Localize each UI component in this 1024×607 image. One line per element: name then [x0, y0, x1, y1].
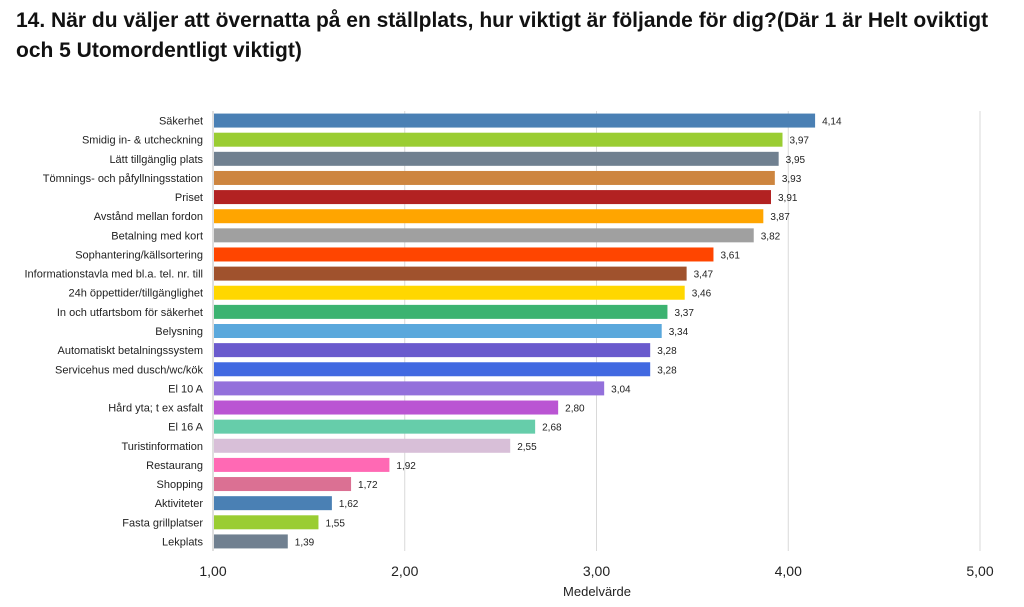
- category-label: Turistinformation: [121, 441, 203, 453]
- bar: [214, 304, 668, 319]
- bar: [214, 477, 352, 492]
- category-label: Aktiviteter: [155, 498, 204, 510]
- bar: [214, 228, 754, 243]
- bar: [214, 419, 536, 434]
- x-tick-label: 2,00: [391, 563, 418, 579]
- category-label: Sophantering/källsortering: [75, 249, 203, 261]
- bar: [214, 132, 783, 147]
- category-label: Servicehus med dusch/wc/kök: [55, 364, 203, 376]
- value-label: 3,37: [674, 308, 694, 319]
- value-label: 1,39: [295, 537, 315, 548]
- value-label: 1,62: [339, 499, 359, 510]
- value-labels: 4,14 3,97 3,95 3,93 3,91 3,87 3,82 3,61 3,47 3,46…: [295, 117, 842, 549]
- category-label: Lätt tillgänglig plats: [109, 154, 203, 166]
- value-label: 3,91: [778, 193, 798, 204]
- bars: [214, 113, 816, 549]
- value-label: 3,34: [669, 327, 689, 338]
- x-tick-label: 1,00: [199, 563, 226, 579]
- value-label: 3,04: [611, 384, 631, 395]
- category-label: Hård yta; t ex asfalt: [108, 403, 203, 415]
- category-label: Tömnings- och påfyllningsstation: [43, 173, 203, 185]
- x-tick-label: 4,00: [775, 563, 802, 579]
- category-label: Fasta grillplatser: [122, 517, 203, 529]
- category-label: El 16 A: [168, 422, 204, 434]
- value-label: 3,46: [692, 289, 712, 300]
- category-label: Shopping: [157, 479, 204, 491]
- bar: [214, 285, 685, 300]
- value-label: 1,72: [358, 480, 378, 491]
- bar: [214, 515, 319, 530]
- value-label: 4,14: [822, 117, 842, 128]
- bar: [214, 113, 816, 128]
- bar: [214, 151, 779, 166]
- value-label: 3,28: [657, 365, 677, 376]
- bar: [214, 496, 332, 511]
- category-label: Betalning med kort: [111, 230, 203, 242]
- x-tick-label: 3,00: [583, 563, 610, 579]
- category-label: Restaurang: [146, 460, 203, 472]
- chart-title: 14. När du väljer att övernatta på en st…: [16, 9, 989, 62]
- value-label: 3,47: [694, 270, 714, 281]
- value-label: 2,80: [565, 404, 585, 415]
- category-label: Automatiskt betalningssystem: [57, 345, 203, 357]
- value-label: 2,55: [517, 442, 537, 453]
- value-label: 3,95: [786, 155, 806, 166]
- category-label: In och utfartsbom för säkerhet: [57, 307, 203, 319]
- category-label: Säkerhet: [159, 116, 203, 128]
- value-label: 3,87: [770, 212, 790, 223]
- value-label: 3,28: [657, 346, 677, 357]
- bar: [214, 209, 764, 224]
- value-label: 3,82: [761, 231, 781, 242]
- bar: [214, 534, 288, 549]
- category-label: Priset: [175, 192, 203, 204]
- value-label: 2,68: [542, 423, 562, 434]
- value-label: 3,97: [789, 136, 809, 147]
- bar: [214, 362, 651, 377]
- category-label: El 10 A: [168, 383, 204, 395]
- category-label: Belysning: [155, 326, 203, 338]
- bar: [214, 457, 390, 472]
- category-label: Lekplats: [162, 536, 203, 548]
- bar: [214, 438, 511, 453]
- category-label: Avstånd mellan fordon: [94, 211, 203, 223]
- bar: [214, 190, 771, 205]
- x-tick-labels: 1,00 2,00 3,00 4,00 5,00: [199, 563, 993, 579]
- bar: [214, 266, 687, 281]
- bar: [214, 400, 559, 415]
- value-label: 1,55: [325, 518, 345, 529]
- value-label: 1,92: [396, 461, 416, 472]
- bar: [214, 247, 714, 262]
- value-label: 3,93: [782, 174, 802, 185]
- bar: [214, 343, 651, 358]
- category-label: 24h öppettider/tillgänglighet: [68, 288, 203, 300]
- bar: [214, 324, 662, 338]
- category-label: Informationstavla med bl.a. tel. nr. til…: [24, 269, 203, 281]
- bar: [214, 381, 605, 396]
- bar: [214, 170, 775, 185]
- x-axis-title: Medelvärde: [563, 584, 631, 599]
- category-labels: Säkerhet Smidig in- & utcheckning Lätt til…: [24, 116, 203, 549]
- value-label: 3,61: [720, 250, 740, 261]
- category-label: Smidig in- & utcheckning: [82, 135, 203, 147]
- x-tick-label: 5,00: [966, 563, 993, 579]
